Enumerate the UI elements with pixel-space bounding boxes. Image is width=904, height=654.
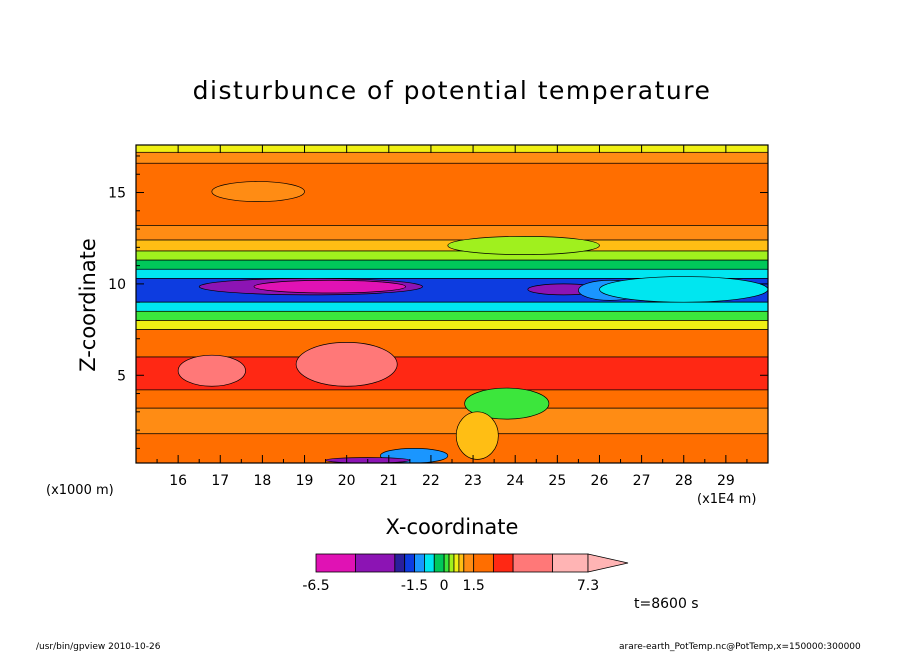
x-tick-label-1: 17: [211, 473, 229, 489]
x-tick-label-2: 18: [253, 473, 271, 489]
heatmap-field: [136, 145, 768, 463]
y-axis-ticks: 5 10 15: [108, 155, 768, 449]
colorbar-swatch-8: [448, 553, 455, 573]
colorbar-swatch-12: [473, 553, 494, 573]
field-layer-1: [136, 151, 768, 164]
field-layer-9: [136, 301, 768, 312]
colorbar-swatch-10: [458, 553, 465, 573]
field-anomaly-1: [253, 279, 407, 294]
field-anomaly-7: [464, 387, 550, 420]
colorbar-extend-arrow: [587, 553, 629, 573]
colorbar-label-2: 0: [440, 578, 449, 594]
field-anomaly-11: [211, 181, 305, 203]
field-layer-3: [136, 225, 768, 241]
x-tick-label-9: 25: [548, 473, 566, 489]
field-layer-0: [136, 145, 768, 153]
field-layer-5: [136, 250, 768, 261]
x-axis-label: X-coordinate: [385, 515, 519, 539]
x-tick-label-13: 29: [717, 473, 735, 489]
colorbar-swatch-7: [443, 553, 450, 573]
colorbar-swatch-2: [394, 553, 406, 573]
colorbar-swatch-5: [424, 553, 435, 573]
colorbar-swatch-9: [453, 553, 460, 573]
y-tick-label-0: 5: [117, 368, 126, 384]
field-layer-15: [136, 407, 768, 435]
x-tick-label-7: 23: [464, 473, 482, 489]
colorbar-swatch-11: [463, 553, 475, 573]
x-tick-label-5: 21: [380, 473, 398, 489]
x-tick-label-11: 27: [633, 473, 651, 489]
field-anomaly-6: [295, 342, 398, 387]
colorbar-label-4: 7.3: [577, 578, 599, 594]
x-tick-label-6: 22: [422, 473, 440, 489]
x-tick-label-8: 24: [506, 473, 524, 489]
field-anomaly-5: [177, 354, 246, 387]
footer-command: /usr/bin/gpview 2010-10-26: [36, 642, 161, 652]
z-unit-label: (x1000 m): [46, 483, 114, 498]
colorbar-swatch-1: [355, 553, 396, 573]
colorbar: -6.5 -1.5 0 1.5 7.3: [302, 553, 629, 594]
y-tick-label-1: 10: [108, 277, 126, 293]
colorbar-swatch-15: [552, 553, 589, 573]
x-unit-label: (x1E4 m): [697, 492, 757, 507]
time-label: t=8600 s: [634, 596, 699, 612]
x-tick-label-0: 16: [169, 473, 187, 489]
field-anomaly-8: [455, 411, 499, 460]
field-layer-12: [136, 329, 768, 358]
footer-source: arare-earth_PotTemp.nc@PotTemp,x=150000:…: [619, 642, 861, 652]
colorbar-label-3: 1.5: [463, 578, 485, 594]
colorbar-swatch-6: [433, 553, 445, 573]
field-layer-11: [136, 320, 768, 330]
colorbar-swatch-3: [404, 553, 415, 573]
x-axis-ticks: 16 17 18 19 20 21 22 23 24 25 26 27 28 29: [156, 145, 748, 489]
colorbar-label-1: -1.5: [401, 578, 428, 594]
colorbar-swatch-13: [492, 553, 514, 573]
x-tick-label-3: 19: [296, 473, 314, 489]
x-tick-label-10: 26: [591, 473, 609, 489]
colorbar-swatch-0: [315, 553, 356, 573]
y-axis-label: Z-coordinate: [76, 238, 100, 372]
field-layer-14: [136, 389, 768, 409]
field-layer-10: [136, 310, 768, 321]
colorbar-swatch-14: [512, 553, 553, 573]
field-layer-6: [136, 259, 768, 270]
x-tick-label-4: 20: [338, 473, 356, 489]
field-layer-16: [136, 433, 768, 463]
field-anomaly-12: [447, 236, 600, 256]
chart-title: disturbunce of potential temperature: [192, 76, 712, 105]
field-anomaly-4: [599, 276, 768, 303]
colorbar-label-0: -6.5: [302, 578, 329, 594]
colorbar-swatch-4: [414, 553, 425, 573]
y-tick-label-2: 15: [108, 186, 126, 202]
x-tick-label-12: 28: [675, 473, 693, 489]
